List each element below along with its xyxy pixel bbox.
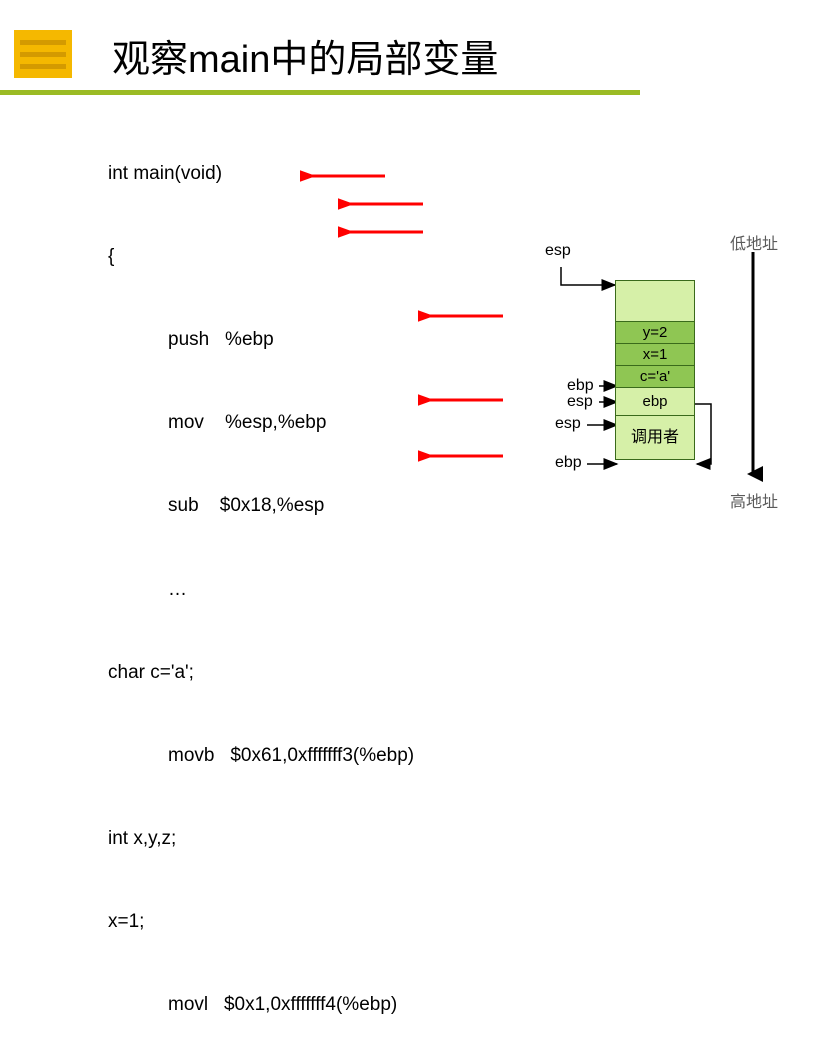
low-address-label: 低地址 bbox=[730, 230, 778, 254]
code-line: int x,y,z; bbox=[108, 828, 176, 849]
red-arrow-icon bbox=[418, 308, 508, 324]
link-arrow-icon bbox=[693, 394, 723, 474]
stack-cell-x: x=1 bbox=[616, 343, 694, 365]
operand: $0x61,0xfffffff3(%ebp) bbox=[230, 745, 414, 766]
opcode: push bbox=[168, 329, 209, 350]
ebp-label: ebp bbox=[555, 454, 582, 472]
high-address-label: 高地址 bbox=[730, 488, 778, 512]
slide-header: 观察main中的局部变量 bbox=[0, 0, 814, 95]
pointer-arrow-icon bbox=[519, 267, 619, 297]
operand: %ebp bbox=[225, 329, 274, 350]
code-line: char c='a'; bbox=[108, 662, 194, 683]
opcode: movb bbox=[168, 745, 214, 766]
stack-cell-caller: 调用者 bbox=[616, 415, 694, 459]
operand: %esp,%ebp bbox=[225, 412, 326, 433]
opcode: movl bbox=[168, 994, 208, 1015]
red-arrow-icon bbox=[418, 448, 508, 464]
esp-label: esp bbox=[545, 242, 571, 260]
logo-icon bbox=[14, 30, 72, 78]
code-line: { bbox=[108, 246, 114, 267]
code-line: x=1; bbox=[108, 911, 144, 932]
code-line: int main(void) bbox=[108, 163, 222, 184]
opcode: mov bbox=[168, 412, 204, 433]
operand: $0x18,%esp bbox=[220, 495, 325, 516]
red-arrow-icon bbox=[418, 392, 508, 408]
stack-cell-y: y=2 bbox=[616, 321, 694, 343]
code-line: … bbox=[168, 579, 187, 600]
stack-cell-saved-ebp: ebp bbox=[616, 387, 694, 415]
esp-label: esp bbox=[555, 415, 581, 433]
title-underline bbox=[0, 90, 640, 95]
stack-diagram: 低地址 高地址 esp ebp esp esp ebp y=2 x=1 c='a… bbox=[515, 232, 814, 522]
operand: $0x1,0xfffffff4(%ebp) bbox=[224, 994, 397, 1015]
slide-title: 观察main中的局部变量 bbox=[112, 28, 498, 83]
vertical-arrow-icon bbox=[743, 252, 763, 486]
esp-label: esp bbox=[567, 393, 593, 411]
code-listing: int main(void) { push %ebp mov %esp,%ebp… bbox=[108, 105, 414, 1060]
stack-box: y=2 x=1 c='a' ebp 调用者 bbox=[615, 280, 695, 460]
stack-cell-blank bbox=[616, 281, 694, 321]
opcode: sub bbox=[168, 495, 199, 516]
stack-cell-c: c='a' bbox=[616, 365, 694, 387]
